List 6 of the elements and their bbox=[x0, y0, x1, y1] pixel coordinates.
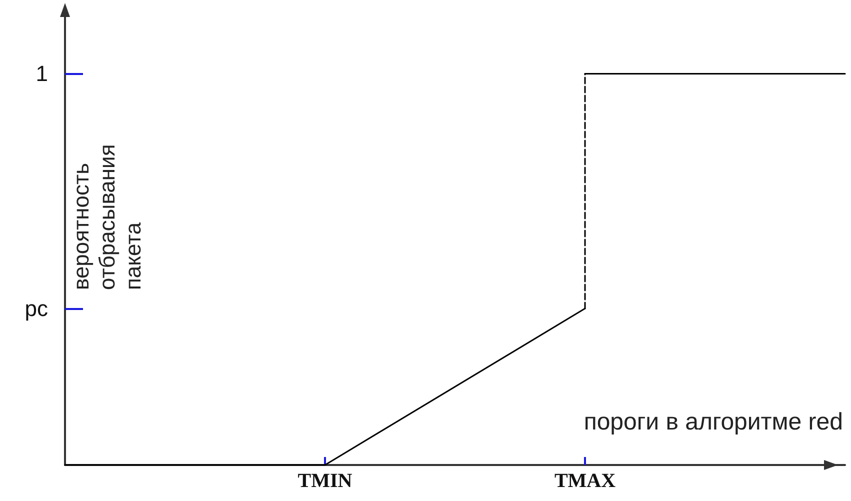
y-axis-title: вероятность отбрасывания пакета bbox=[68, 144, 146, 290]
text: 1 bbox=[36, 61, 48, 86]
x-tick-label: TMAX bbox=[554, 470, 616, 492]
text: pc bbox=[24, 296, 48, 321]
x-axis-title: пороги в алгоритме red bbox=[584, 408, 844, 436]
x-tick-label: TMIN bbox=[298, 470, 353, 492]
